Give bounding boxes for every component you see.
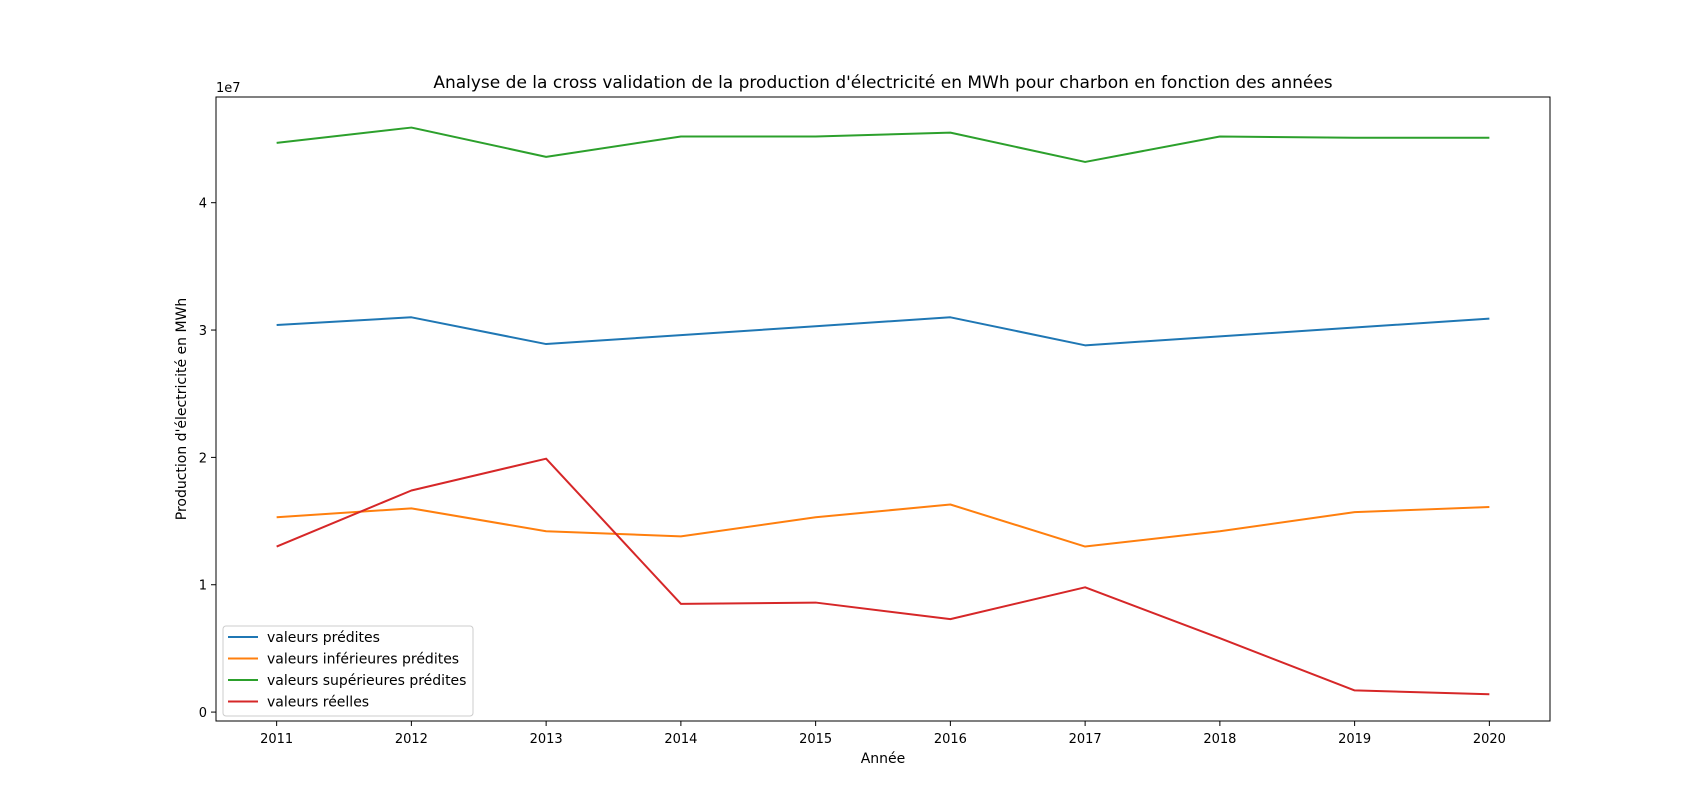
legend: valeurs prédites valeurs inférieures préd… — [222, 625, 474, 717]
series-line-2 — [276, 126, 1490, 163]
x-tick-label: 2016 — [934, 732, 967, 747]
series-line-3 — [276, 457, 1490, 696]
y-tick-label: 4 — [199, 197, 207, 212]
x-tick-label: 2011 — [260, 732, 293, 747]
legend-label: valeurs prédites — [267, 630, 380, 646]
y-tick-label: 1 — [199, 579, 207, 594]
ticks-layer: 2011 2012 2013 2014 2015 2016 2017 2018 2019 2020… — [199, 197, 1506, 747]
series-line-0 — [276, 316, 1490, 347]
x-tick-label: 2015 — [799, 732, 832, 747]
y-tick-label: 3 — [199, 324, 207, 339]
chart-title: Analyse de la cross validation de la pro… — [433, 73, 1332, 93]
x-tick-label: 2012 — [395, 732, 428, 747]
y-tick-label: 0 — [199, 706, 207, 721]
legend-label: valeurs réelles — [267, 695, 369, 711]
x-tick-label: 2013 — [530, 732, 563, 747]
x-tick-label: 2018 — [1203, 732, 1236, 747]
x-tick-label: 2017 — [1069, 732, 1102, 747]
legend-label: valeurs inférieures prédites — [267, 652, 459, 668]
x-tick-label: 2019 — [1338, 732, 1371, 747]
y-axis-label: Production d'électricité en MWh — [174, 298, 190, 521]
series-layer — [276, 126, 1490, 696]
y-axis-offset-label: 1e7 — [216, 81, 241, 96]
legend-box — [222, 625, 474, 717]
x-tick-label: 2020 — [1473, 732, 1506, 747]
series-line-1 — [276, 503, 1490, 548]
plot-frame — [215, 96, 1551, 722]
legend-label: valeurs supérieures prédites — [267, 673, 466, 689]
y-tick-label: 2 — [199, 451, 207, 466]
x-tick-label: 2014 — [664, 732, 697, 747]
x-axis-label: Année — [861, 751, 906, 767]
